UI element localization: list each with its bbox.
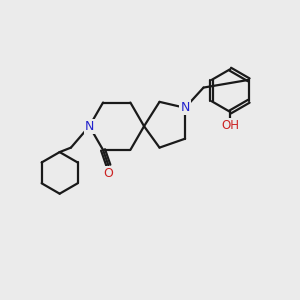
Text: OH: OH: [221, 119, 239, 132]
Text: N: N: [85, 120, 94, 133]
Text: N: N: [180, 101, 190, 114]
Text: O: O: [103, 167, 113, 180]
